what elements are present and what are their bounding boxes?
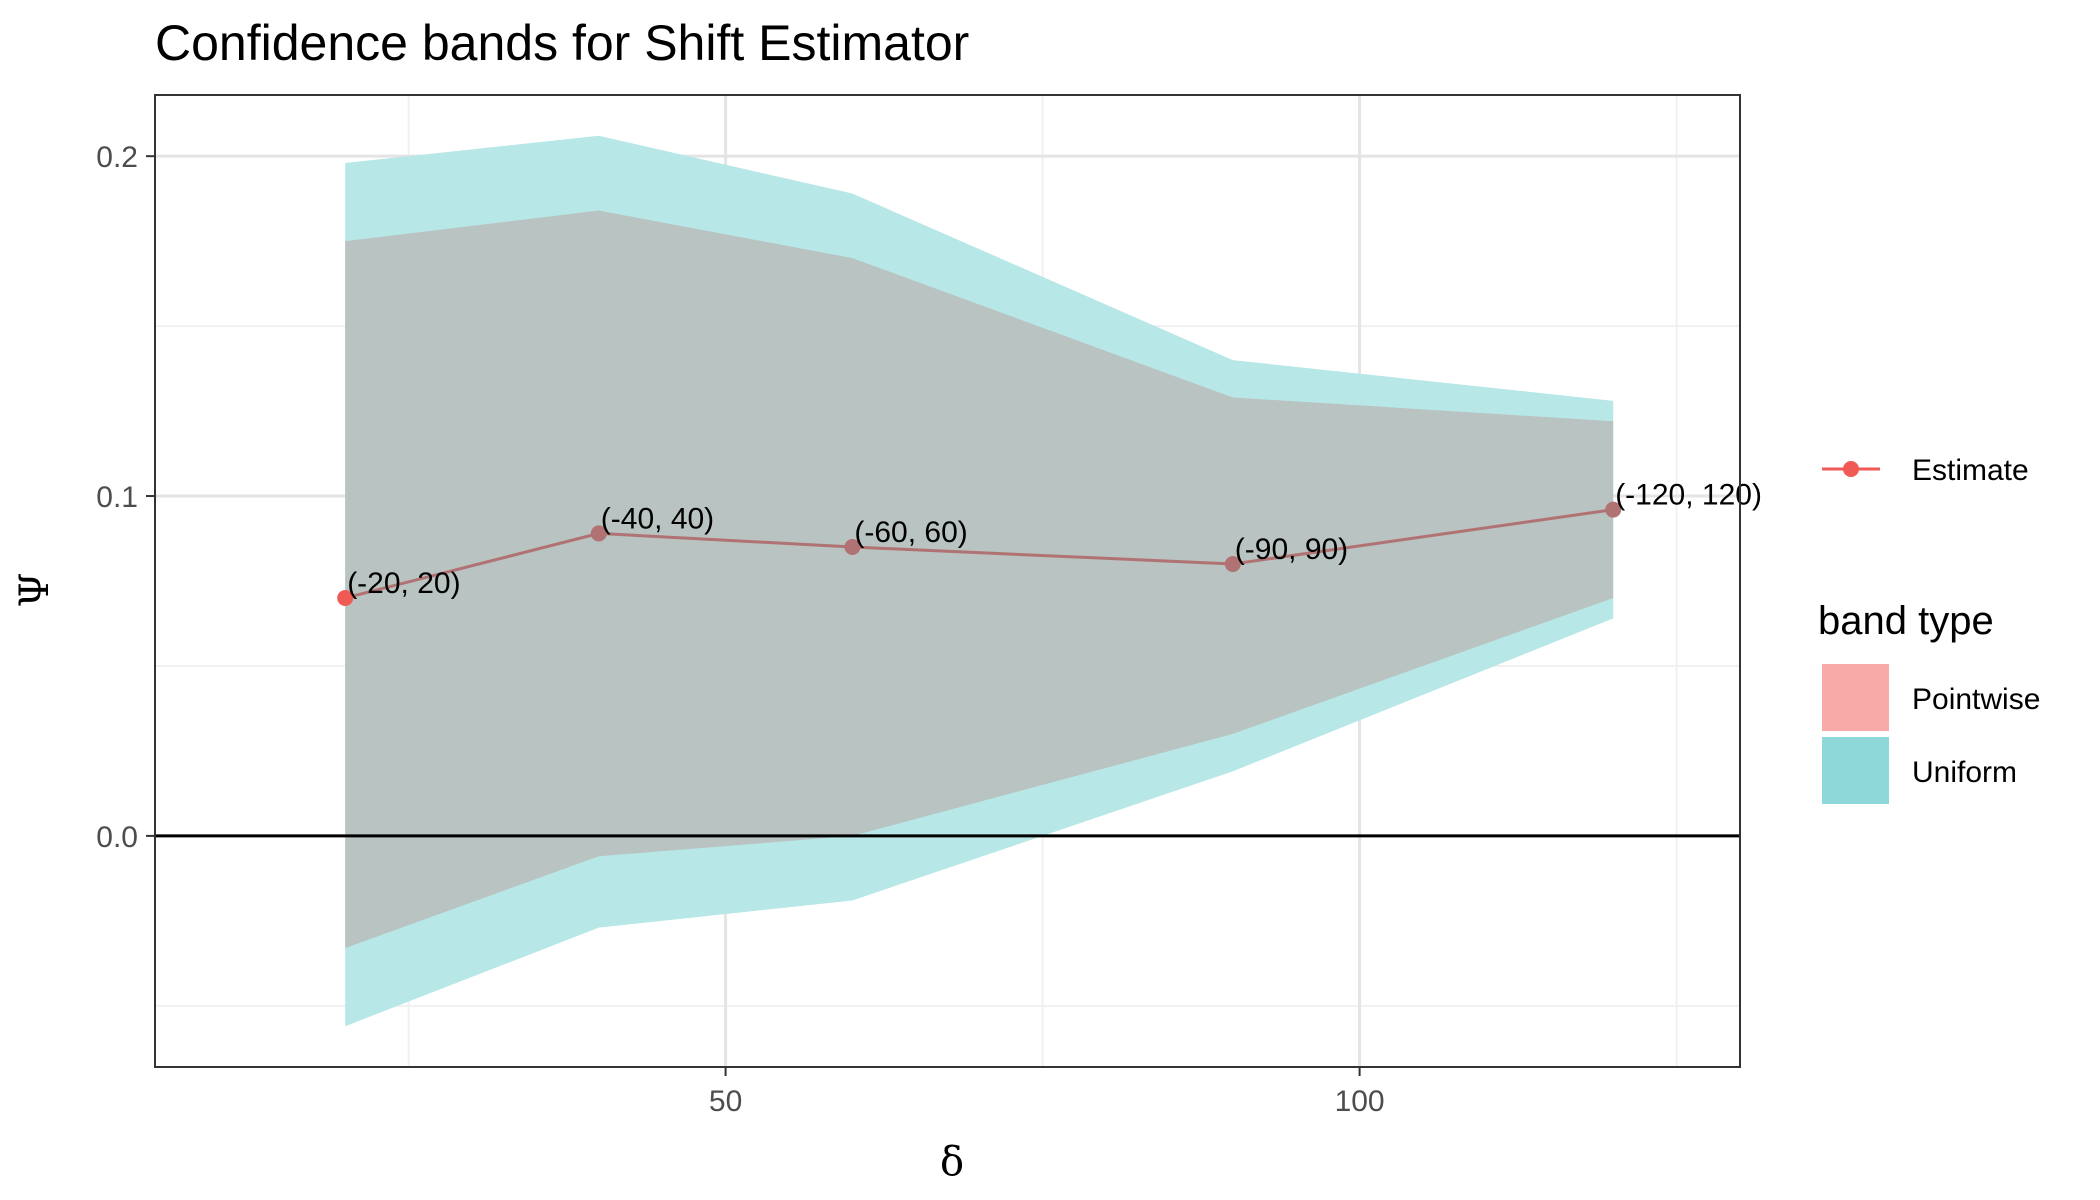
y-tick-label: 0.2: [96, 141, 138, 174]
legend-pointwise-swatch: [1822, 664, 1889, 731]
point-labels: (-20, 20) (-40, 40) (-60, 60) (-90, 90) (-12…: [347, 479, 1762, 600]
legend-estimate-label: Estimate: [1912, 454, 2029, 487]
pointwise-band: [345, 210, 1614, 949]
estimate-point: [337, 589, 354, 606]
point-label: (-20, 20): [347, 567, 460, 600]
point-label: (-90, 90): [1235, 533, 1348, 566]
legend-estimate-dot: [1843, 461, 1859, 477]
x-axis: 50 100: [709, 1067, 1385, 1118]
chart-title: Confidence bands for Shift Estimator: [155, 15, 969, 71]
confidence-bands: [345, 135, 1614, 1027]
y-axis-title: Ψ: [12, 572, 58, 607]
panel-border: [154, 94, 1741, 1068]
y-axis: 0.0 0.1 0.2: [96, 141, 155, 854]
point-label: (-60, 60): [854, 516, 967, 549]
y-tick-label: 0.0: [96, 821, 138, 854]
legend-uniform-swatch: [1822, 737, 1889, 804]
legend-pointwise-label: Pointwise: [1912, 683, 2040, 716]
estimate-point: [1605, 501, 1622, 518]
legend-uniform-label: Uniform: [1912, 756, 2017, 789]
x-tick-label: 100: [1335, 1085, 1385, 1118]
estimate-series: [337, 501, 1622, 606]
estimate-point: [1224, 556, 1241, 573]
legend-estimate-key: [1822, 461, 1880, 477]
legend-band-title: band type: [1818, 599, 1994, 643]
y-tick-label: 0.1: [96, 481, 138, 514]
x-tick-label: 50: [709, 1085, 742, 1118]
point-label: (-40, 40): [601, 502, 714, 535]
x-axis-title: δ: [940, 1139, 964, 1185]
estimate-point: [590, 525, 607, 542]
point-label: (-120, 120): [1615, 479, 1762, 512]
plot-panel: (-20, 20) (-40, 40) (-60, 60) (-90, 90) (-12…: [154, 94, 1762, 1068]
legend: Estimate band type Pointwise Uniform: [1818, 454, 2040, 804]
estimate-point: [844, 539, 861, 556]
